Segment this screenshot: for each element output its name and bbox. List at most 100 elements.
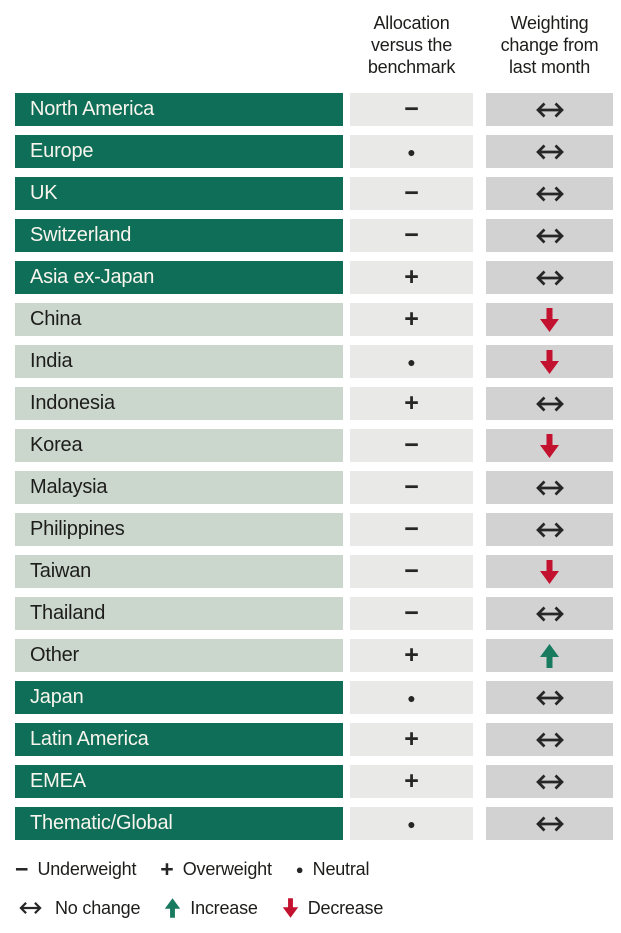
legend-item: Increase [164, 897, 258, 919]
left-right-arrow-icon [535, 186, 564, 201]
left-right-arrow-icon [535, 606, 564, 621]
row-label: North America [15, 93, 343, 126]
weighting-cell [486, 471, 613, 504]
allocation-header-line: versus the [370, 35, 453, 55]
weighting-cell [486, 639, 613, 672]
region-name: Malaysia [30, 476, 108, 498]
region-name: Thailand [30, 602, 106, 624]
weighting-cell [486, 681, 613, 714]
minus-icon: − [15, 855, 29, 882]
region-name: Philippines [30, 518, 125, 540]
region-name: Indonesia [30, 392, 115, 414]
up-arrow-icon [540, 643, 559, 668]
weighting-cell [486, 219, 613, 252]
weighting-cell [486, 135, 613, 168]
allocation-cell: − [350, 177, 473, 210]
row-label: Japan [15, 681, 343, 714]
weighting-column-header: Weighting change from last month [486, 12, 613, 78]
allocation-cell: + [350, 303, 473, 336]
legend-label: Underweight [37, 858, 137, 879]
left-right-arrow-icon [535, 102, 564, 117]
weighting-cell [486, 429, 613, 462]
weighting-cell [486, 555, 613, 588]
legend-item: − Underweight [15, 855, 137, 882]
down-arrow-icon [540, 559, 559, 584]
left-right-arrow-icon [535, 270, 564, 285]
weighting-header-line: change from [500, 35, 599, 55]
row-label: Other [15, 639, 343, 672]
legend-item: + Overweight [160, 855, 272, 882]
minus-icon: − [404, 221, 419, 249]
row-label: Malaysia [15, 471, 343, 504]
region-name: Japan [30, 686, 84, 708]
minus-icon: − [404, 599, 419, 627]
region-name: EMEA [30, 770, 86, 792]
plus-icon: + [404, 725, 419, 753]
allocation-cell: + [350, 387, 473, 420]
weighting-cell [486, 303, 613, 336]
allocation-cell: ● [350, 345, 473, 378]
weighting-cell [486, 597, 613, 630]
legend-label: Overweight [182, 858, 272, 879]
table-row: Switzerland − [15, 219, 613, 252]
allocation-cell: + [350, 765, 473, 798]
table-row: Japan ● [15, 681, 613, 714]
down-arrow-icon [540, 307, 559, 332]
left-right-arrow-icon [535, 522, 564, 537]
left-right-arrow-icon [535, 144, 564, 159]
allocation-cell: ● [350, 807, 473, 840]
region-name: Taiwan [30, 560, 92, 582]
table-row: EMEA + [15, 765, 613, 798]
weighting-cell [486, 177, 613, 210]
left-right-arrow-icon [535, 396, 564, 411]
legend-item: No change [15, 898, 140, 919]
row-label: Taiwan [15, 555, 343, 588]
row-label: Asia ex-Japan [15, 261, 343, 294]
allocation-table-body: North America − Europe ● UK − Switzerland − … [15, 93, 613, 840]
down-arrow-icon [540, 349, 559, 374]
row-label: Thematic/Global [15, 807, 343, 840]
minus-icon: − [404, 431, 419, 459]
allocation-cell: − [350, 471, 473, 504]
region-name: Korea [30, 434, 83, 456]
minus-icon: − [404, 179, 419, 207]
left-right-arrow-icon [535, 480, 564, 495]
row-label: EMEA [15, 765, 343, 798]
allocation-cell: − [350, 429, 473, 462]
table-row: China + [15, 303, 613, 336]
legend-label: Increase [190, 897, 258, 918]
row-label: Thailand [15, 597, 343, 630]
weighting-cell [486, 765, 613, 798]
legend: − Underweight + Overweight ● Neutral No chang… [15, 854, 613, 923]
left-right-arrow-icon [535, 690, 564, 705]
row-label: UK [15, 177, 343, 210]
table-row: Indonesia + [15, 387, 613, 420]
legend-label: No change [55, 897, 141, 918]
table-row: India ● [15, 345, 613, 378]
neutral-dot-icon: ● [295, 861, 304, 877]
neutral-dot-icon: ● [407, 815, 416, 832]
region-name: Asia ex-Japan [30, 266, 155, 288]
allocation-cell: ● [350, 681, 473, 714]
minus-icon: − [404, 95, 419, 123]
allocation-header-line: benchmark [367, 57, 456, 77]
minus-icon: − [404, 557, 419, 585]
left-right-arrow-icon [535, 774, 564, 789]
table-row: Taiwan − [15, 555, 613, 588]
legend-label: Decrease [307, 897, 384, 918]
table-row: North America − [15, 93, 613, 126]
plus-icon: + [404, 641, 419, 669]
region-name: India [30, 350, 73, 372]
table-row: UK − [15, 177, 613, 210]
table-row: Philippines − [15, 513, 613, 546]
plus-icon: + [160, 855, 174, 882]
weighting-cell [486, 723, 613, 756]
table-header: Allocation versus the benchmark Weightin… [15, 12, 613, 78]
row-label: India [15, 345, 343, 378]
row-label: Korea [15, 429, 343, 462]
weighting-cell [486, 513, 613, 546]
weighting-header-line: Weighting [510, 13, 589, 33]
allocation-cell: + [350, 723, 473, 756]
plus-icon: + [404, 305, 419, 333]
